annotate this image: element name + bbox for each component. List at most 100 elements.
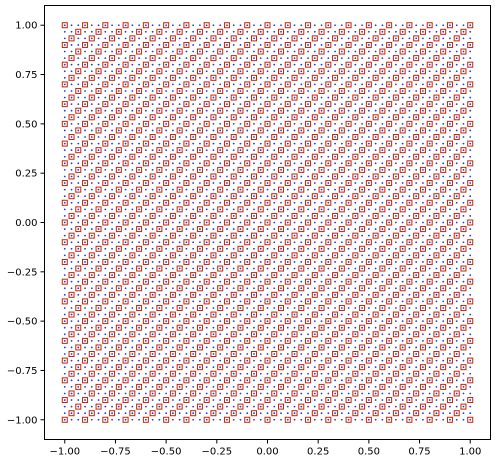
- dot-point: [307, 51, 309, 53]
- dot-point: [334, 248, 336, 250]
- dot-point: [260, 248, 262, 250]
- dot-point: [442, 301, 444, 303]
- dot-point: [422, 268, 424, 270]
- dot-point: [287, 195, 289, 197]
- dot-point: [307, 208, 309, 210]
- dot-point: [381, 281, 383, 283]
- dot-point: [307, 393, 309, 395]
- dot-point: [402, 294, 404, 296]
- dot-point: [307, 254, 309, 256]
- dot-point: [361, 202, 363, 204]
- dot-point: [375, 169, 377, 171]
- dot-point: [91, 327, 93, 329]
- dot-point: [280, 189, 282, 191]
- dot-point: [253, 110, 255, 112]
- dot-point: [409, 222, 411, 224]
- dot-point: [388, 215, 390, 217]
- dot-point: [314, 222, 316, 224]
- dot-point: [77, 386, 79, 388]
- dot-point: [442, 419, 444, 421]
- dot-point: [91, 97, 93, 99]
- dot-point: [388, 314, 390, 316]
- dot-point: [233, 347, 235, 349]
- dot-point: [91, 182, 93, 184]
- dot-point: [172, 222, 174, 224]
- dot-point: [422, 228, 424, 230]
- dot-point: [402, 57, 404, 59]
- dot-point: [321, 373, 323, 375]
- dot-point: [422, 70, 424, 72]
- dot-point: [152, 347, 154, 349]
- dot-point: [131, 347, 133, 349]
- dot-point: [179, 301, 181, 303]
- dot-point: [429, 182, 431, 184]
- dot-point: [77, 176, 79, 178]
- dot-point: [152, 366, 154, 368]
- dot-point: [253, 202, 255, 204]
- dot-point: [415, 254, 417, 256]
- dot-point: [415, 202, 417, 204]
- dot-point: [206, 162, 208, 164]
- dot-point: [354, 31, 356, 33]
- dot-point: [267, 57, 269, 59]
- dot-point: [436, 44, 438, 46]
- dot-point: [71, 320, 73, 322]
- dot-point: [287, 90, 289, 92]
- dot-point: [341, 189, 343, 191]
- dot-point: [321, 116, 323, 118]
- dot-point: [158, 176, 160, 178]
- dot-point: [273, 90, 275, 92]
- dot-point: [375, 373, 377, 375]
- dot-point: [280, 301, 282, 303]
- dot-point: [131, 103, 133, 105]
- dot-point: [348, 294, 350, 296]
- dot-point: [334, 281, 336, 283]
- dot-point: [456, 149, 458, 151]
- dot-point: [172, 116, 174, 118]
- dot-point: [206, 340, 208, 342]
- dot-point: [287, 386, 289, 388]
- dot-point: [361, 189, 363, 191]
- dot-point: [253, 64, 255, 66]
- dot-point: [469, 130, 471, 132]
- dot-point: [131, 412, 133, 414]
- dot-point: [388, 393, 390, 395]
- dot-point: [294, 222, 296, 224]
- dot-point: [456, 281, 458, 283]
- dot-point: [206, 202, 208, 204]
- dot-point: [375, 24, 377, 26]
- dot-point: [64, 143, 66, 145]
- dot-point: [388, 294, 390, 296]
- dot-point: [246, 130, 248, 132]
- dot-point: [327, 235, 329, 237]
- dot-point: [91, 248, 93, 250]
- dot-point: [273, 162, 275, 164]
- dot-point: [152, 241, 154, 243]
- dot-point: [463, 143, 465, 145]
- dot-point: [233, 320, 235, 322]
- y-tick-label: −0.50: [7, 317, 38, 328]
- dot-point: [267, 202, 269, 204]
- dot-point: [388, 268, 390, 270]
- dot-point: [449, 103, 451, 105]
- dot-point: [361, 31, 363, 33]
- dot-point: [145, 254, 147, 256]
- dot-point: [375, 261, 377, 263]
- dot-point: [131, 123, 133, 125]
- dot-point: [260, 254, 262, 256]
- dot-point: [334, 386, 336, 388]
- dot-point: [294, 366, 296, 368]
- dot-point: [361, 379, 363, 381]
- dot-point: [219, 360, 221, 362]
- dot-point: [179, 274, 181, 276]
- dot-point: [246, 162, 248, 164]
- dot-point: [172, 274, 174, 276]
- dot-point: [429, 44, 431, 46]
- dot-point: [368, 130, 370, 132]
- dot-point: [415, 64, 417, 66]
- dot-point: [381, 340, 383, 342]
- dot-point: [246, 176, 248, 178]
- dot-point: [246, 287, 248, 289]
- dot-point: [300, 215, 302, 217]
- dot-point: [300, 195, 302, 197]
